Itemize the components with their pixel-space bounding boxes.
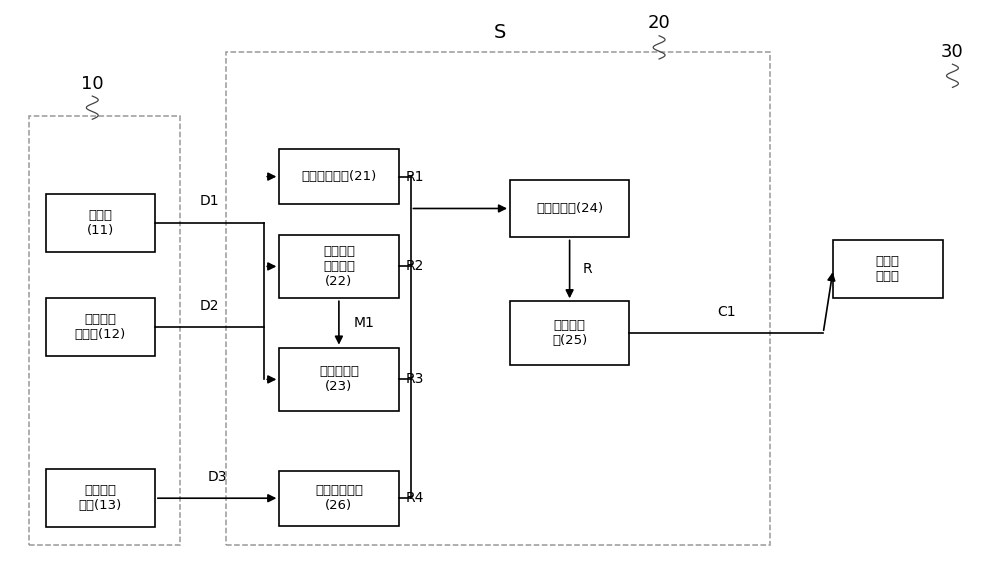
Text: 曲率计算部(24): 曲率计算部(24) — [536, 202, 603, 215]
Text: M1: M1 — [354, 316, 375, 330]
Bar — [279, 471, 399, 526]
Text: 20: 20 — [648, 14, 670, 32]
Bar — [226, 52, 770, 545]
Text: R1: R1 — [406, 170, 424, 184]
Text: R2: R2 — [406, 259, 424, 273]
Bar — [46, 469, 155, 527]
Bar — [279, 347, 399, 411]
Bar — [46, 298, 155, 356]
Text: D2: D2 — [200, 299, 219, 313]
Text: 30: 30 — [941, 43, 964, 61]
Text: D1: D1 — [200, 194, 219, 208]
Text: 转向轮传
感器(13): 转向轮传 感器(13) — [79, 484, 122, 512]
Bar — [833, 240, 943, 298]
Text: C1: C1 — [717, 305, 736, 319]
Text: 转向角检测部
(26): 转向角检测部 (26) — [315, 484, 363, 512]
Text: R3: R3 — [406, 373, 424, 387]
Text: 传感器
旋转部: 传感器 旋转部 — [876, 255, 900, 283]
Bar — [29, 116, 180, 545]
Text: 10: 10 — [81, 75, 104, 92]
Text: R: R — [583, 262, 592, 276]
Text: D3: D3 — [207, 470, 227, 484]
Text: 激光雷达
传感器(12): 激光雷达 传感器(12) — [75, 313, 126, 341]
Text: 护栏检测部
(23): 护栏检测部 (23) — [319, 366, 359, 394]
Text: 摄像头
(11): 摄像头 (11) — [87, 209, 114, 237]
Text: 车道线检测部(21): 车道线检测部(21) — [301, 170, 377, 183]
Text: S: S — [494, 23, 506, 42]
Bar — [46, 194, 155, 252]
Text: 旋转控制
部(25): 旋转控制 部(25) — [552, 319, 587, 347]
Bar — [510, 301, 629, 365]
Text: 物体识别
及追踪部
(22): 物体识别 及追踪部 (22) — [323, 245, 355, 288]
Text: R4: R4 — [406, 491, 424, 505]
Bar — [279, 235, 399, 298]
Bar — [279, 149, 399, 204]
Bar — [510, 180, 629, 238]
